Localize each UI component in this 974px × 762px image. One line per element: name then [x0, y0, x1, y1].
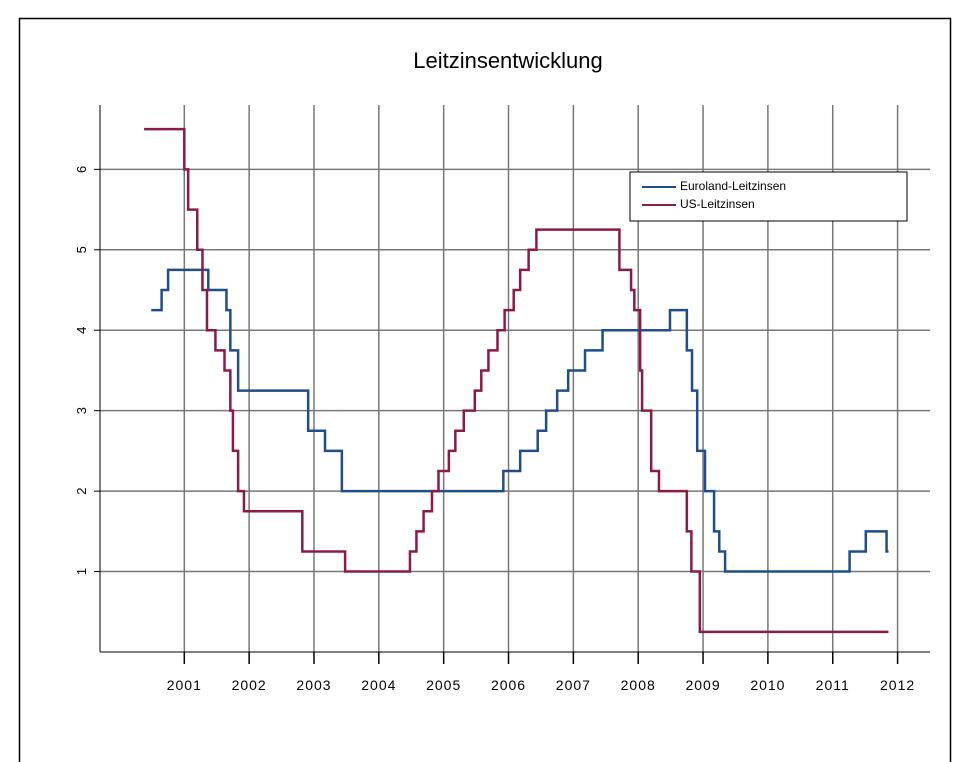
x-tick-label: 2001 — [167, 677, 202, 693]
x-tick-label: 2011 — [816, 677, 850, 693]
y-tick-label: 4 — [74, 327, 89, 334]
y-tick-label: 6 — [74, 166, 89, 173]
frame — [18, 17, 952, 762]
legend-box — [629, 171, 908, 222]
y-tick-label: 3 — [74, 407, 89, 414]
x-tick-label: 2008 — [621, 677, 656, 693]
x-tick-label: 2007 — [556, 677, 591, 693]
legend-label: US-Leitzinsen — [680, 197, 755, 211]
y-tick-label: 2 — [74, 488, 89, 495]
legend-label: Euroland-Leitzinsen — [680, 179, 786, 193]
x-tick-label: 2004 — [361, 677, 396, 693]
x-tick-label: 2009 — [685, 677, 720, 693]
x-tick-label: 2012 — [880, 677, 915, 693]
lines — [144, 127, 889, 634]
x-tick-label: 2003 — [296, 677, 331, 693]
y-tick-label: 5 — [74, 246, 89, 253]
x-tick-label: 2006 — [491, 677, 526, 693]
legend: Euroland-Leitzinsen US-Leitzinsen — [629, 171, 908, 222]
x-tick-label: 2005 — [426, 677, 461, 693]
series-line — [151, 268, 889, 573]
x-tick-label: 2002 — [232, 677, 267, 693]
axes: 1 2 3 4 5 6 2001 2002 2003 2004 2005 2006 2007 2008 20… — [74, 105, 930, 693]
series-line — [144, 127, 889, 634]
chart-title: Leitzinsentwicklung — [413, 48, 603, 73]
x-tick-label: 2010 — [750, 677, 785, 693]
y-tick-label: 1 — [74, 568, 89, 575]
